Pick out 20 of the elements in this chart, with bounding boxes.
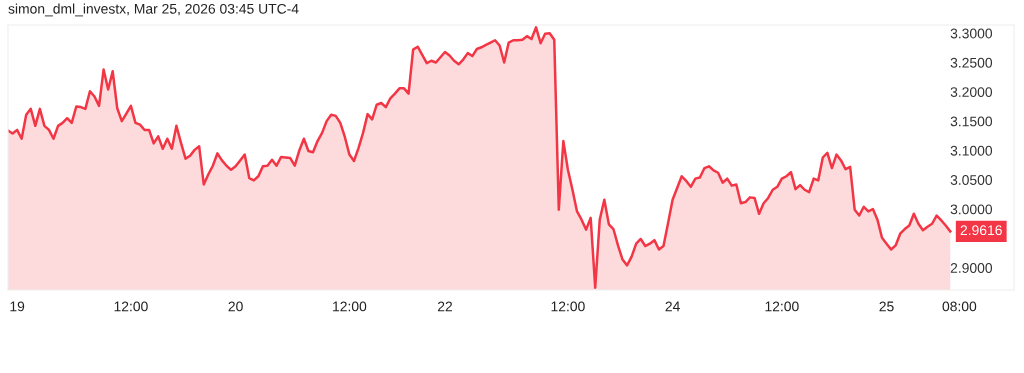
x-tick-label: 19 [10, 301, 25, 312]
x-tick-label: 12:00 [765, 301, 799, 312]
y-tick-label: 3.2500 [950, 57, 993, 68]
y-tick-label: 3.1500 [950, 116, 993, 127]
y-tick-label: 3.0000 [950, 204, 993, 215]
y-tick-label: 2.9000 [950, 263, 993, 273]
annotation: 2.9616 [960, 225, 1002, 236]
x-tick-label: 12:00 [114, 301, 148, 312]
x-tick-label: 12:00 [551, 301, 585, 312]
x-tick-label: 24 [665, 301, 680, 312]
y-tick-label: 3.1000 [950, 145, 993, 156]
chart-title: simon_dml_investx, Mar 25, 2026 03:45 UTC-4 [8, 3, 299, 17]
y-tick-label: 3.3000 [950, 28, 993, 39]
y-tick-label: 3.0500 [950, 175, 993, 185]
x-tick-label: 22 [437, 301, 453, 312]
y-tick-label: 3.2000 [950, 87, 993, 98]
x-tick-label: 20 [228, 301, 243, 312]
x-tick-label: 25 [879, 301, 894, 312]
x-tick-label: 12:00 [333, 301, 367, 312]
x-tick-label: 08:00 [942, 301, 977, 312]
